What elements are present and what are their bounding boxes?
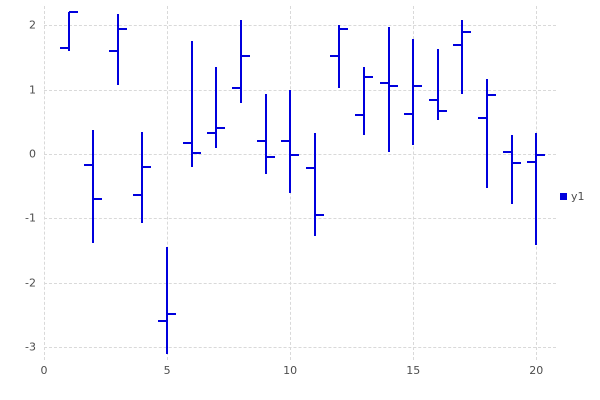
legend-color-swatch [560,193,567,200]
ohlc-open-tick [428,98,438,101]
ohlc-open-tick [527,160,537,163]
ohlc-close-tick [314,214,324,217]
x-axis-tick-label: 15 [406,364,421,377]
x-axis-tick-label: 10 [283,364,298,377]
ohlc-close-tick [290,154,300,157]
ohlc-open-tick [355,114,364,117]
gridline-vertical [167,6,169,360]
ohlc-open-tick [133,193,143,196]
ohlc-close-tick [240,55,250,58]
ohlc-open-tick [330,55,340,58]
ohlc-high-low-stem [190,41,193,167]
ohlc-open-tick [305,166,315,169]
ohlc-open-tick [256,139,266,142]
ohlc-high-low-stem [141,132,144,223]
ohlc-close-tick [191,151,201,154]
ohlc-high-low-stem [116,13,119,86]
ohlc-open-tick [158,320,168,323]
gridline-vertical [44,6,45,360]
ohlc-close-tick [462,31,472,34]
ohlc-high-low-stem [436,49,439,120]
ohlc-open-tick [59,47,69,50]
ohlc-open-tick [207,131,217,134]
gridline-horizontal [44,25,556,27]
x-axis-tick-label: 5 [163,364,171,377]
y-axis-tick-label: -3 [25,340,36,354]
ohlc-close-tick [437,109,447,112]
gridline-horizontal [44,282,556,284]
ohlc-high-low-stem [239,19,242,104]
y-axis-tick-label: 0 [29,147,36,161]
ohlc-close-tick [265,156,275,159]
ohlc-close-tick [388,85,398,88]
ohlc-open-tick [379,81,389,84]
plot-area [44,6,556,360]
x-axis-tick-label: 20 [529,364,544,377]
ohlc-close-tick [117,28,127,31]
y-axis-tick-label: 2 [29,18,36,32]
ohlc-high-low-stem [264,93,267,174]
gridline-horizontal [44,218,556,220]
ohlc-high-low-stem [510,135,513,205]
ohlc-high-low-stem [412,39,415,146]
ohlc-open-tick [281,139,291,142]
ohlc-open-tick [502,151,512,154]
ohlc-close-tick [364,75,373,78]
legend-label: y1 [571,190,585,203]
ohlc-open-tick [478,116,488,119]
ohlc-high-low-stem [486,79,489,189]
ohlc-open-tick [453,43,463,46]
ohlc-open-tick [231,87,241,90]
ohlc-close-tick [93,198,103,201]
ohlc-high-low-stem [289,90,292,194]
gridline-vertical [413,6,415,360]
ohlc-high-low-stem [215,66,218,148]
ohlc-high-low-stem [461,19,464,94]
ohlc-high-low-stem [338,24,341,89]
ohlc-close-tick [339,28,349,31]
gridline-horizontal [44,347,556,349]
ohlc-open-tick [108,50,118,53]
ohlc-close-tick [413,85,423,88]
ohlc-high-low-stem [535,133,538,246]
ohlc-open-tick [182,142,192,145]
ohlc-high-low-stem [92,130,95,244]
ohlc-high-low-stem [67,12,70,52]
y-axis-tick-label: -2 [25,276,36,290]
ohlc-open-tick [404,113,414,116]
y-axis-tick-label: 1 [29,83,36,97]
ohlc-high-low-stem [387,27,390,153]
ohlc-close-tick [167,312,177,315]
chart-legend: y1 [560,190,585,203]
y-axis-tick-label: -1 [25,211,36,225]
ohlc-open-tick [84,163,94,166]
ohlc-close-tick [487,93,497,96]
ohlc-close-tick [536,154,546,157]
gridline-horizontal [44,89,556,91]
ohlc-close-tick [511,162,521,165]
ohlc-high-low-stem [363,66,365,136]
gridline-horizontal [44,154,556,156]
ohlc-close-tick [68,11,78,14]
ohlc-high-low-stem [166,247,169,354]
ohlc-high-low-stem [313,133,316,236]
ohlc-close-tick [216,126,226,129]
x-axis-tick-label: 0 [40,364,48,377]
ohlc-close-tick [142,165,152,168]
